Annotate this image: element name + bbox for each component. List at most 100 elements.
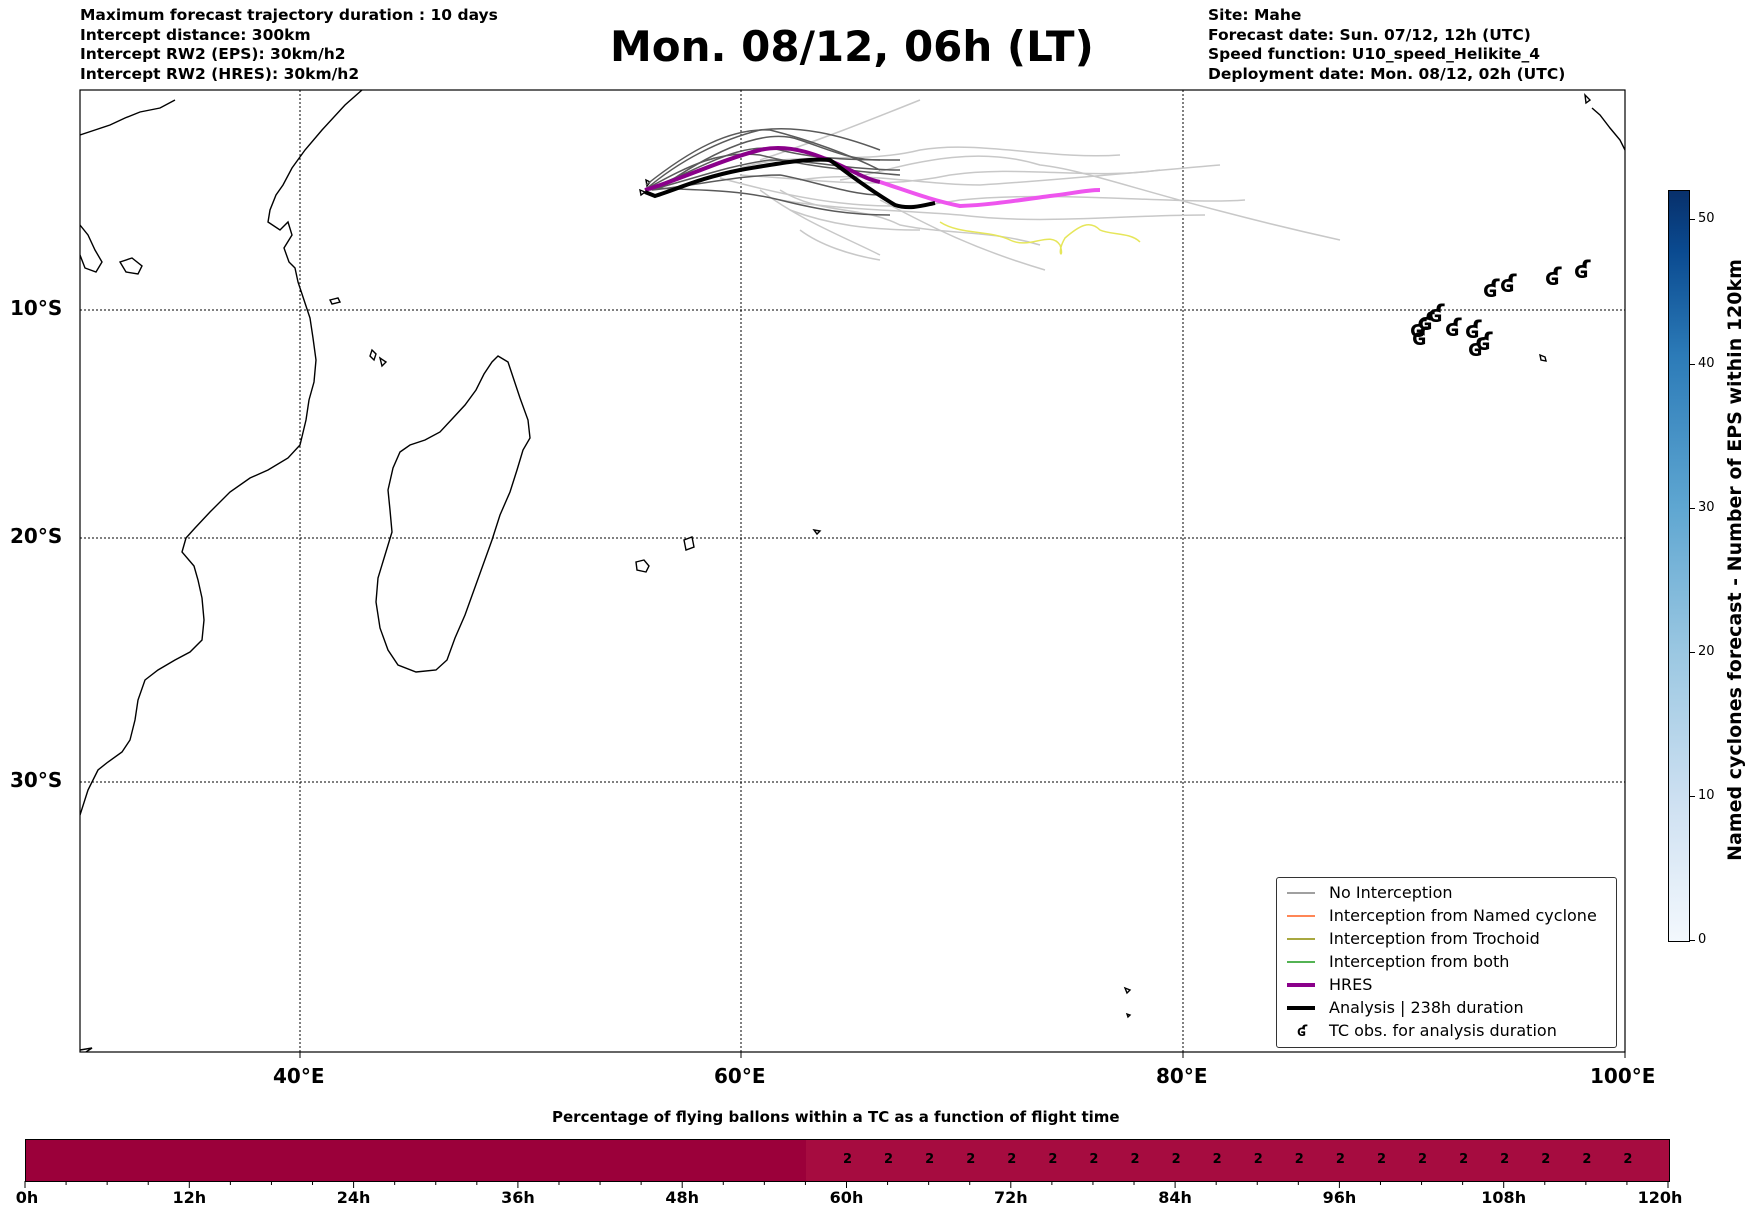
legend-label: TC obs. for analysis duration: [1329, 1021, 1557, 1040]
heatmap-cell-value: 2: [966, 1152, 976, 1167]
legend-item: ʛ TC obs. for analysis duration: [1277, 1020, 1616, 1043]
eps-faded-track: [719, 177, 1246, 207]
legend-label: No Interception: [1329, 883, 1453, 902]
legend-label: Interception from Named cyclone: [1329, 906, 1597, 925]
cyclone-icon: ʛ: [1468, 334, 1485, 362]
header-right: Site: Mahe Forecast date: Sun. 07/12, 12…: [1208, 6, 1565, 84]
heatmap-cell-value: 2: [1418, 1152, 1428, 1167]
sumatra-tip: [1591, 107, 1625, 151]
legend-label: HRES: [1329, 975, 1373, 994]
heatmap-segment-filled: [806, 1140, 1669, 1181]
gridlines: [80, 90, 1625, 1052]
eps-faded-track: [779, 199, 1206, 221]
legend-line-icon: [1287, 938, 1315, 940]
colorbar-tick-label: 10: [1698, 788, 1715, 803]
axis-ticks: [299, 1052, 1626, 1058]
eps-faded-track: [839, 155, 1341, 241]
eps-track: [649, 159, 901, 191]
colorbar-tick: [1689, 364, 1695, 365]
bottom-axis-tick-label: 96h: [1322, 1188, 1357, 1207]
colorbar-tick-label: 50: [1698, 211, 1715, 226]
colorbar-tick: [1689, 940, 1695, 941]
cyclone-icon: ʛ: [1500, 270, 1517, 298]
coastlines: [80, 90, 1625, 1052]
cyclone-icon: ʛ: [1465, 316, 1482, 344]
heatmap-cell-value: 2: [1459, 1152, 1469, 1167]
cyclone-icon: ʛ: [1476, 328, 1493, 356]
header-right-line: Forecast date: Sun. 07/12, 12h (UTC): [1208, 25, 1531, 44]
bottom-axis-tick-label: 120h: [1637, 1188, 1683, 1207]
island-small-1: [378, 356, 388, 368]
yellow-track: [939, 221, 1141, 255]
eps-faded-track: [739, 169, 1161, 184]
eps-faded-track: [799, 229, 881, 261]
cyclone-icon: ʛ: [1428, 300, 1445, 328]
legend-line-icon: [1287, 915, 1315, 917]
eps-faded-track: [759, 189, 881, 256]
cyclone-icon: ʛ: [1410, 315, 1427, 343]
map-title: Mon. 08/12, 06h (LT): [610, 22, 1094, 71]
heatmap-cell-value: 2: [1541, 1152, 1551, 1167]
colorbar-tick: [1689, 219, 1695, 220]
heatmap-cell-value: 2: [1376, 1152, 1386, 1167]
bottom-axis-tick-label: 72h: [993, 1188, 1028, 1207]
analysis-track: [644, 157, 936, 210]
legend-item: Interception from Named cyclone: [1277, 905, 1616, 928]
lat-tick-label: 30°S: [10, 768, 63, 792]
legend-label: Interception from both: [1329, 952, 1510, 971]
heatmap-cell-value: 2: [1007, 1152, 1017, 1167]
hres-track-late: [879, 180, 1101, 209]
maldives-dot: [645, 178, 652, 188]
hres-track: [644, 145, 881, 192]
eps-faded-track: [759, 99, 921, 161]
stpaul-island: [1125, 1012, 1132, 1019]
lon-tick-label: 60°E: [714, 1064, 766, 1088]
lat-tick-label: 10°S: [10, 296, 63, 320]
map-frame: [79, 89, 1626, 1053]
colorbar-label: Named cyclones forecast - Number of EPS …: [1724, 259, 1746, 861]
heatmap-cell-value: 2: [1130, 1152, 1140, 1167]
cyclone-icon: ʛ: [1297, 1022, 1308, 1040]
cyclone-icon: ʛ: [1418, 308, 1435, 336]
arabian-coast-north: [80, 99, 176, 136]
bottom-heatmap-bar: 2 2 2 2 2 2 2 2 2 2 2 2 2 2 2 2 2 2 2 2: [25, 1139, 1670, 1182]
bottom-axis-tick-label: 84h: [1158, 1188, 1192, 1207]
cyclone-icon: ʛ: [1445, 314, 1462, 342]
heatmap-cell-value: 2: [1089, 1152, 1099, 1167]
colorbar: [1668, 190, 1690, 942]
cyclone-icon: ʛ: [1574, 256, 1591, 284]
bottom-axis-tick-label: 60h: [829, 1188, 864, 1207]
eps-faded-tracks: [719, 99, 1341, 271]
header-left: Maximum forecast trajectory duration : 1…: [80, 6, 498, 84]
madagascar-coastline: [375, 355, 531, 673]
africa-coastline: [80, 90, 363, 816]
header-left-line: Maximum forecast trajectory duration : 1…: [80, 6, 498, 24]
map-legend: No Interception Interception from Named …: [1276, 877, 1617, 1048]
heatmap-cell-value: 2: [1212, 1152, 1222, 1167]
heatmap-cell-value: 2: [1294, 1152, 1304, 1167]
bottom-axis-tick-label: 24h: [336, 1188, 371, 1207]
heatmap-cell-value: 2: [842, 1152, 853, 1167]
heatmap-cell-value: 2: [884, 1152, 894, 1167]
header-right-line: Speed function: U10_speed_Helikite_4: [1208, 45, 1541, 63]
legend-item: Analysis | 238h duration: [1277, 997, 1616, 1020]
colorbar-tick-label: 0: [1698, 932, 1707, 947]
amsterdam-island: [1123, 986, 1132, 995]
mascarene-island-mauritius: [683, 536, 695, 551]
legend-item: Interception from Trochoid: [1277, 928, 1616, 951]
rodrigues-island: [812, 529, 822, 536]
socotra-outline: [118, 257, 143, 275]
eps-faded-track: [739, 146, 1121, 169]
heatmap-cell-value: 2: [1582, 1152, 1592, 1167]
header-left-line: Intercept RW2 (EPS): 30km/h2: [80, 45, 346, 63]
heatmap-cell-value: 2: [1171, 1152, 1181, 1167]
seychelles-dot: [639, 188, 647, 197]
colorbar-tick-label: 20: [1698, 644, 1715, 659]
bottom-chart-title: Percentage of flying ballons within a TC…: [552, 1108, 1120, 1126]
legend-item: HRES: [1277, 974, 1616, 997]
heatmap-segment-empty: [26, 1140, 806, 1181]
legend-line-icon: [1287, 1006, 1315, 1010]
eps-track: [659, 135, 881, 189]
bottom-axis-tick-label: 48h: [665, 1188, 700, 1207]
heatmap-cell-value: 2: [925, 1152, 935, 1167]
